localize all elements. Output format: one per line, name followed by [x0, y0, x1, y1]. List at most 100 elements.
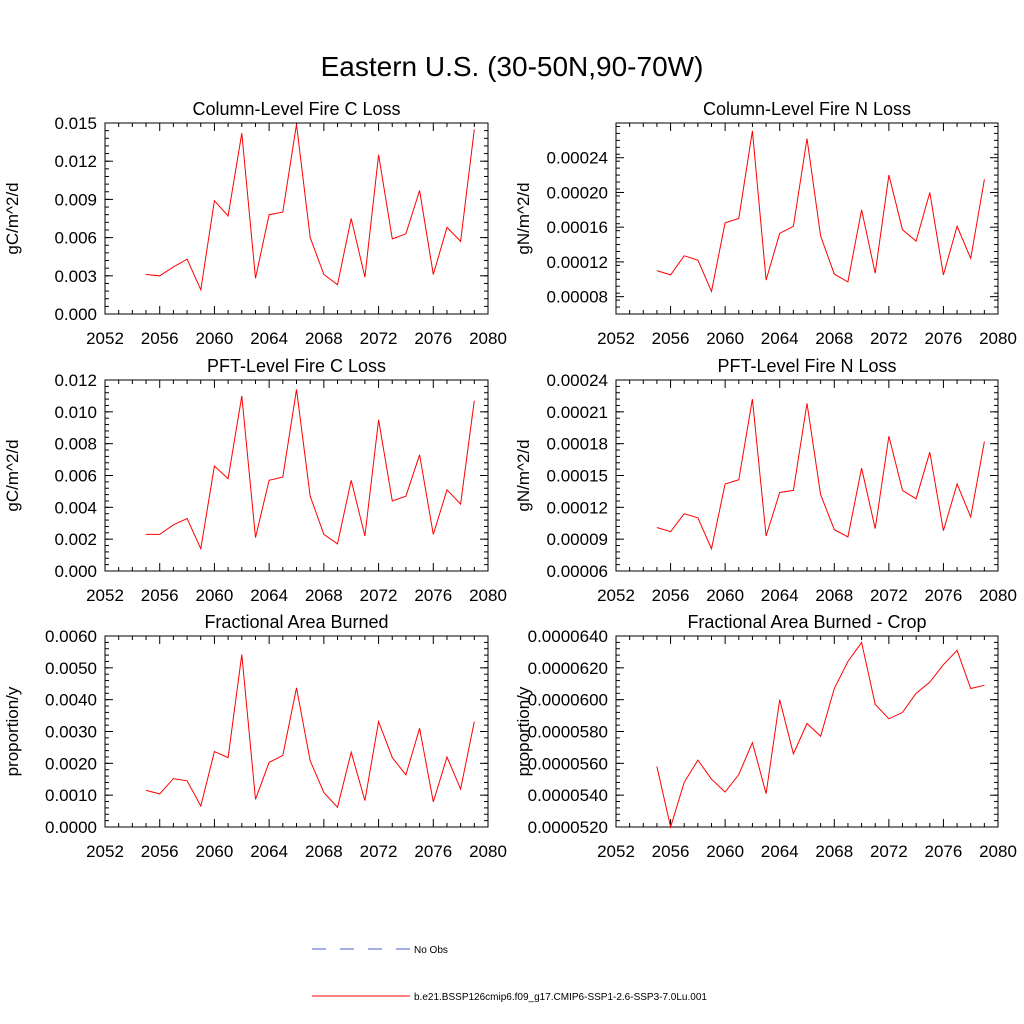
y-tick-label: 0.002 [54, 530, 97, 549]
x-tick-label: 2076 [925, 842, 963, 861]
y-tick-label: 0.0000600 [528, 691, 608, 710]
x-tick-label: 2072 [360, 329, 398, 348]
y-tick-label: 0.0000560 [528, 754, 608, 773]
panel-pft-level-fire-c-loss: PFT-Level Fire C Loss 2052 2056 2060 2064 206… [3, 356, 507, 605]
panel-title: Column-Level Fire C Loss [192, 99, 400, 119]
y-tick-label: 0.0050 [45, 659, 97, 678]
y-tick-label: 0.009 [54, 190, 97, 209]
y-tick-label: 0.00021 [547, 403, 608, 422]
panel-fractional-area-burned: Fractional Area Burned 2052 2056 2060 2064 20… [3, 612, 507, 861]
x-tick-label: 2076 [414, 842, 452, 861]
panel-title: Fractional Area Burned [204, 612, 388, 632]
x-tick-label: 2052 [597, 842, 635, 861]
legend: No Obs b.e21.BSSP126cmip6.f09_g17.CMIP6-… [312, 945, 707, 1003]
series-line [145, 654, 475, 809]
y-tick-label: 0.00018 [547, 435, 608, 454]
x-tick-label: 2060 [196, 329, 234, 348]
x-tick-label: 2064 [250, 329, 288, 348]
y-tick-label: 0.00016 [547, 218, 608, 237]
y-tick-label: 0.00008 [547, 288, 608, 307]
x-tick-label: 2064 [761, 329, 799, 348]
y-tick-label: 0.000 [54, 562, 97, 581]
y-tick-label: 0.0000640 [528, 627, 608, 646]
y-tick-label: 0.00020 [547, 183, 608, 202]
panel-column-level-fire-n-loss: Column-Level Fire N Loss 2052 2056 2060 2064… [514, 99, 1017, 348]
legend-label-no-obs: No Obs [414, 945, 448, 956]
y-tick-label: 0.003 [54, 267, 97, 286]
y-tick-label: 0.0060 [45, 627, 97, 646]
x-tick-label: 2056 [652, 329, 690, 348]
x-tick-label: 2072 [870, 586, 908, 605]
y-axis-label: proportion/y [3, 686, 22, 776]
y-tick-label: 0.0010 [45, 786, 97, 805]
x-tick-label: 2072 [870, 842, 908, 861]
x-tick-label: 2068 [815, 586, 853, 605]
x-tick-label: 2072 [870, 329, 908, 348]
x-tick-label: 2064 [761, 586, 799, 605]
x-tick-label: 2080 [979, 842, 1017, 861]
panel-title: Column-Level Fire N Loss [703, 99, 911, 119]
x-tick-label: 2068 [815, 842, 853, 861]
x-tick-label: 2080 [979, 329, 1017, 348]
panel-pft-level-fire-n-loss: PFT-Level Fire N Loss 2052 2056 2060 2064 206… [514, 356, 1017, 605]
x-tick-label: 2060 [706, 586, 744, 605]
y-tick-label: 0.0000540 [528, 786, 608, 805]
figure-title: Eastern U.S. (30-50N,90-70W) [321, 51, 704, 82]
y-axis-label: gN/m^2/d [514, 439, 533, 511]
x-tick-label: 2056 [652, 586, 690, 605]
x-tick-label: 2072 [360, 842, 398, 861]
x-tick-label: 2080 [469, 329, 507, 348]
y-tick-label: 0.00012 [547, 498, 608, 517]
series-line [656, 641, 985, 829]
y-axis-label: gN/m^2/d [514, 182, 533, 254]
x-tick-label: 2052 [597, 586, 635, 605]
y-tick-label: 0.0000 [45, 818, 97, 837]
series-line [146, 389, 475, 551]
x-tick-label: 2052 [597, 329, 635, 348]
x-tick-label: 2052 [86, 586, 124, 605]
x-tick-label: 2080 [979, 586, 1017, 605]
panel-title: PFT-Level Fire C Loss [207, 356, 386, 376]
x-tick-label: 2052 [86, 329, 124, 348]
y-tick-label: 0.004 [54, 498, 97, 517]
x-tick-label: 2076 [925, 329, 963, 348]
panel-title: Fractional Area Burned - Crop [687, 612, 926, 632]
x-tick-label: 2064 [761, 842, 799, 861]
x-tick-label: 2068 [305, 842, 343, 861]
y-tick-label: 0.0000620 [528, 659, 608, 678]
x-tick-label: 2064 [250, 842, 288, 861]
y-tick-label: 0.006 [54, 229, 97, 248]
plot-frame [104, 379, 489, 572]
x-tick-label: 2060 [196, 586, 234, 605]
x-tick-label: 2056 [141, 586, 179, 605]
y-tick-label: 0.012 [54, 152, 97, 171]
plot-frame [615, 122, 999, 315]
x-tick-label: 2076 [414, 329, 452, 348]
x-tick-label: 2052 [86, 842, 124, 861]
x-tick-label: 2064 [250, 586, 288, 605]
y-tick-label: 0.000 [54, 305, 97, 324]
x-tick-label: 2068 [305, 586, 343, 605]
x-tick-label: 2056 [141, 842, 179, 861]
y-tick-label: 0.00024 [547, 371, 608, 390]
y-tick-label: 0.0020 [45, 754, 97, 773]
y-tick-label: 0.00015 [547, 467, 608, 486]
x-tick-label: 2080 [469, 586, 507, 605]
panel-title: PFT-Level Fire N Loss [717, 356, 896, 376]
x-tick-label: 2072 [360, 586, 398, 605]
y-tick-label: 0.012 [54, 371, 97, 390]
plot-frame [104, 635, 489, 828]
x-tick-label: 2056 [141, 329, 179, 348]
plot-frame [615, 379, 999, 572]
legend-label-model: b.e21.BSSP126cmip6.f09_g17.CMIP6-SSP1-2.… [414, 992, 707, 1003]
x-tick-label: 2060 [706, 842, 744, 861]
y-tick-label: 0.00012 [547, 253, 608, 272]
y-axis-label: proportion/y [514, 686, 533, 776]
x-tick-label: 2056 [652, 842, 690, 861]
y-tick-label: 0.0000520 [528, 818, 608, 837]
y-tick-label: 0.006 [54, 467, 97, 486]
series-line [145, 124, 475, 292]
x-tick-label: 2068 [305, 329, 343, 348]
x-tick-label: 2080 [469, 842, 507, 861]
